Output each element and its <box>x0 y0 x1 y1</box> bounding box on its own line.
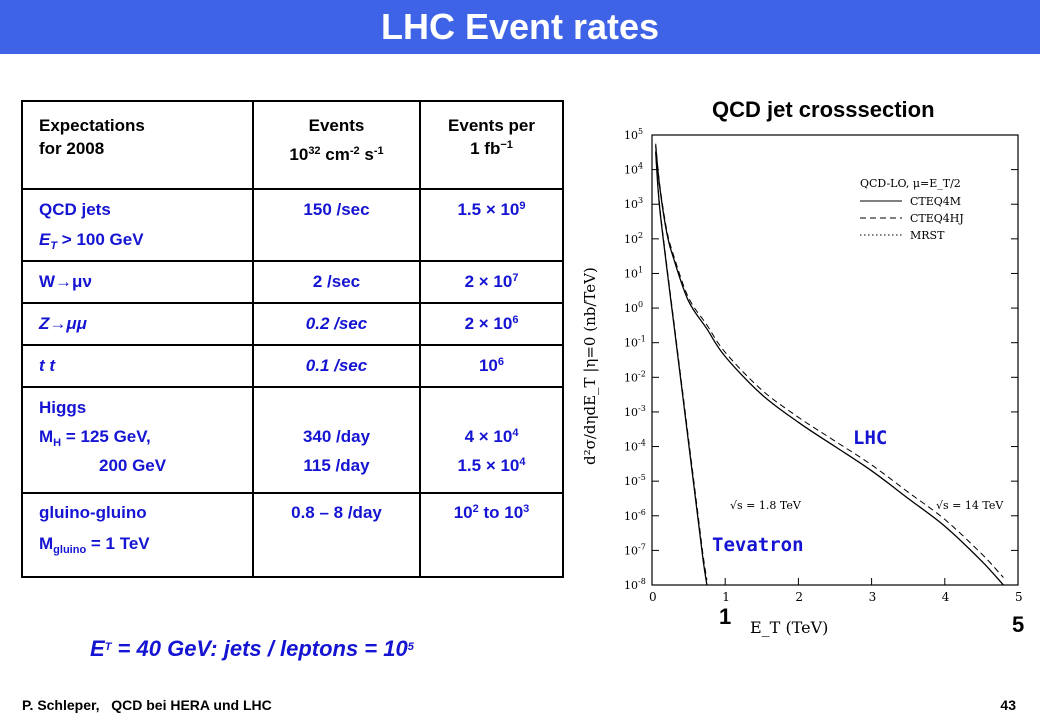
annotation-lhc-energy: √s = 14 TeV <box>936 499 1004 512</box>
legend-title: QCD-LO, μ=E_T/2 <box>860 177 961 190</box>
x-axis-label: E_T (TeV) <box>750 618 828 637</box>
x-tick-label: 3 <box>869 590 877 604</box>
qcd-jets-count: 1.5 × 109 <box>419 188 564 262</box>
lhc-curve-label: LHC <box>853 427 888 449</box>
ttbar-count: 106 <box>419 344 564 388</box>
plot-axes-box <box>651 134 1019 586</box>
plot-curves <box>655 143 1004 586</box>
y-tick-label: 103 <box>624 196 643 211</box>
axis-marker-5: 5 <box>1012 612 1025 637</box>
title-bar <box>0 0 1040 54</box>
gluino-label: gluino-gluino Mgluino = 1 TeV <box>21 492 254 578</box>
y-tick-label: 102 <box>624 231 643 246</box>
plot-legend: QCD-LO, μ=E_T/2 CTEQ4M CTEQ4HJ MRST <box>860 177 964 242</box>
y-tick-label: 100 <box>624 300 643 315</box>
y-tick-label: 10-4 <box>624 439 646 454</box>
table-row-z-mumu: Z→μμ 0.2 /sec 2 × 106 <box>21 302 564 346</box>
x-tick-label: 2 <box>795 590 803 604</box>
ttbar-rate: 0.1 /sec <box>252 344 421 388</box>
gluino-count: 102 to 103 <box>419 492 564 578</box>
footer-author: P. Schleper, QCD bei HERA und LHC <box>22 697 272 713</box>
z-mumu-label: Z→μμ <box>21 302 254 346</box>
plot-frame <box>651 134 1019 586</box>
w-munu-count: 2 × 107 <box>419 260 564 304</box>
table-row-ttbar: t t 0.1 /sec 106 <box>21 344 564 388</box>
ttbar-label: t t <box>21 344 254 388</box>
w-munu-rate: 2 /sec <box>252 260 421 304</box>
higgs-label: Higgs MH = 125 GeV, 200 GeV <box>21 386 254 494</box>
jets-leptons-ratio: ET = 40 GeV: jets / leptons = 105 <box>90 636 414 661</box>
y-tick-label: 104 <box>624 162 643 177</box>
y-tick-label: 10-7 <box>624 542 646 557</box>
slide-title: LHC Event rates <box>380 6 660 47</box>
x-tick-label: 1 <box>722 590 730 604</box>
y-axis-ticks: 105 104 103 102 101 100 10-1 10-2 10-3 10-4 10-5 10… <box>624 127 1018 592</box>
y-tick-label: 105 <box>624 127 643 142</box>
table-header-row: Expectations for 2008 Events 1032 cm-2 s… <box>21 100 564 190</box>
y-tick-label: 10-1 <box>624 335 646 350</box>
z-mumu-rate: 0.2 /sec <box>252 302 421 346</box>
higgs-count: 4 × 104 1.5 × 104 <box>419 386 564 494</box>
y-tick-label: 10-5 <box>624 473 646 488</box>
w-munu-label: W→μν <box>21 260 254 304</box>
lhc-curve-dashed <box>655 143 1004 578</box>
y-tick-label: 10-8 <box>624 577 646 592</box>
lhc-curve <box>655 145 1004 586</box>
y-tick-label: 10-2 <box>624 369 646 384</box>
table-row-w-munu: W→μν 2 /sec 2 × 107 <box>21 260 564 304</box>
x-axis-ticks: 0 1 2 3 4 5 <box>649 578 1023 604</box>
table-row-higgs: Higgs MH = 125 GeV, 200 GeV 340 /day 115… <box>21 386 564 494</box>
y-tick-label: 10-3 <box>624 404 646 419</box>
axis-marker-1: 1 <box>719 604 732 629</box>
y-tick-label: 10-6 <box>624 508 646 523</box>
table-row-qcd-jets: QCD jets ET > 100 GeV 150 /sec 1.5 × 109 <box>21 188 564 262</box>
legend-entry: MRST <box>910 229 945 242</box>
legend-entry: CTEQ4HJ <box>910 212 964 225</box>
tevatron-curve-dashed <box>655 150 708 580</box>
higgs-rate: 340 /day 115 /day <box>252 386 421 494</box>
header-events-per-fb: Events per 1 fb−1 <box>419 100 564 190</box>
z-mumu-count: 2 × 106 <box>419 302 564 346</box>
tevatron-curve-label: Tevatron <box>712 534 804 556</box>
plot-heading: QCD jet crosssection <box>712 97 935 122</box>
qcd-jets-rate: 150 /sec <box>252 188 421 262</box>
header-expectations: Expectations for 2008 <box>21 100 254 190</box>
qcd-cross-section-plot: 10510410310210110010-110-210-310-410-510… <box>581 127 1023 637</box>
footer-page-number: 43 <box>1000 697 1016 713</box>
y-tick-label: 101 <box>624 265 643 280</box>
y-axis-label: d²σ/dηdE_T |η=0 (nb/TeV) <box>581 267 599 465</box>
qcd-jets-label: QCD jets ET > 100 GeV <box>21 188 254 262</box>
table-row-gluino: gluino-gluino Mgluino = 1 TeV 0.8 – 8 /d… <box>21 492 564 578</box>
event-rates-table: Expectations for 2008 Events 1032 cm-2 s… <box>21 100 564 578</box>
header-events: Events 1032 cm-2 s-1 <box>252 100 421 190</box>
x-tick-label: 0 <box>649 590 657 604</box>
x-tick-label: 5 <box>1015 590 1023 604</box>
tevatron-curve <box>655 152 708 586</box>
annotation-tevatron-energy: √s = 1.8 TeV <box>730 499 802 512</box>
gluino-rate: 0.8 – 8 /day <box>252 492 421 578</box>
legend-entry: CTEQ4M <box>910 195 961 208</box>
x-tick-label: 4 <box>942 590 950 604</box>
